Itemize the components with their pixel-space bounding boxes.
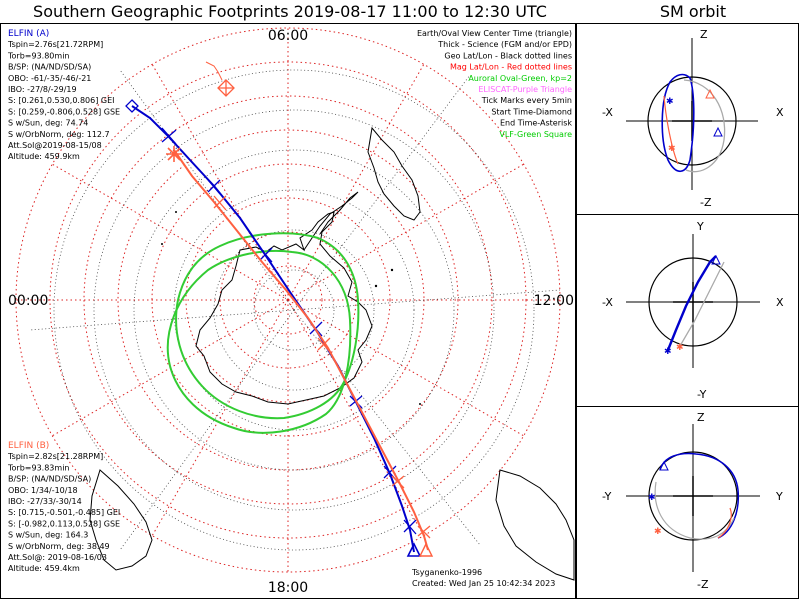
elfin_a-info-line: S w/OrbNorm, deg: 112.7 (8, 130, 110, 139)
panel-2-right: X (776, 296, 784, 309)
south-america-coastline (367, 126, 421, 221)
sm-panel-3: ✱ ✱ Z -Z -Y Y (602, 411, 783, 591)
sm-orbit-a-2 (666, 255, 717, 351)
elfin_b-info-line: Torb=93.83min (7, 463, 69, 472)
elfin_a-info-line: OBO: -61/-35/-46/-21 (8, 74, 91, 83)
svg-text:✱: ✱ (664, 347, 672, 357)
legend-item: Mag Lat/Lon - Red dotted lines (450, 63, 572, 72)
elfin-b-end-asterisk (166, 146, 182, 162)
sm-orbit-a-3 (659, 452, 740, 539)
legend-item: ELISCAT-Purple Triangle (478, 85, 572, 94)
hour-label-top: 06:00 (268, 28, 308, 44)
hour-label-right: 12:00 (534, 293, 574, 309)
elfin_b-info-line: S w/Sun, deg: 164.3 (8, 531, 88, 540)
svg-text:✱: ✱ (654, 527, 662, 537)
elfin_a-info-line: B/SP: (NA/ND/SD/SA) (8, 63, 91, 72)
legend-item: Geo Lat/Lon - Black dotted lines (444, 51, 572, 60)
figure-title: Southern Geographic Footprints 2019-08-1… (33, 2, 547, 21)
elfin_b-info-line: S: [0.715,-0.501,-0.485] GEI (8, 508, 120, 517)
panel-2-bottom: -Y (697, 388, 707, 401)
sm-orbit-a-1 (661, 73, 695, 173)
australia-coastline (495, 469, 575, 581)
elfin_b-info-line: Altitude: 459.4km (8, 564, 80, 573)
legend-item: VLF-Green Square (499, 130, 572, 139)
elfin_a-info-line: Altitude: 459.9km (8, 152, 80, 161)
svg-text:✱: ✱ (676, 343, 684, 353)
elfin_b-info-line: Att.Sol@: 2019-08-16/03 (8, 553, 107, 562)
elfin_b-info-line: OBO: 1/34/-10/18 (8, 486, 78, 495)
created-label: Created: Wed Jan 25 10:42:34 2023 (412, 579, 555, 588)
antarctica-coastline (195, 211, 373, 405)
elfin_a-info-line: IBO: -27/8/-29/19 (8, 85, 77, 94)
elfin_b-info-line: B/SP: (NA/ND/SD/SA) (8, 475, 91, 484)
elfin_a-info-line: ELFIN (A) (8, 29, 49, 39)
legend-item: Start Time-Diamond (491, 107, 572, 116)
elfin_b-info-line: S: [-0.982,0.113,0.528] GSE (8, 519, 120, 528)
elfin-a-view-triangle (406, 542, 422, 557)
elfin_b-info-line: IBO: -27/33/-30/14 (8, 497, 82, 506)
model-label: Tsyganenko-1996 (411, 568, 482, 577)
elfin_b-info-line: S w/OrbNorm, deg: 38.49 (8, 542, 110, 551)
elfin_a-info-line: S: [0.261,0.530,0.806] GEI (8, 96, 115, 105)
panel-1-left: -X (602, 106, 613, 119)
elfin-b-track (173, 149, 429, 551)
elfin_a-info-line: Att.Sol@2019-08-15/08 (8, 141, 102, 150)
africa-coastline (89, 469, 153, 571)
legend-item: Tick Marks every 5min (481, 96, 572, 105)
mag-latlon-grid (15, 27, 561, 573)
panel-1-bottom: -Z (700, 196, 712, 209)
sm-panel-1: ✱ ✱ Z -Z -X X (602, 28, 784, 209)
legend-item: End Time-Asterisk (500, 119, 572, 128)
elfin-b-track-thin (205, 61, 223, 81)
small-islands (161, 211, 421, 405)
elfin-b-start-diamond (217, 79, 235, 97)
legend-item: Thick - Science (FGM and/or EPD) (437, 40, 572, 49)
hour-label-bottom: 18:00 (268, 580, 308, 596)
hour-label-left: 00:00 (8, 293, 48, 309)
legend-item: Auroral Oval-Green, kp=2 (468, 74, 572, 83)
panel-1-right: X (776, 106, 784, 119)
sm-panel-1-frame (576, 23, 799, 215)
sm-orbit-b-1 (683, 79, 726, 173)
elfin-b-tick-marks (213, 195, 431, 539)
sm-panel-2-frame (576, 214, 799, 407)
geo-latlon-grid (29, 69, 561, 551)
elfin_a-info-line: S: [0.259,-0.806,0.528] GSE (8, 107, 120, 116)
elfin_a-info-line: Torb=93.80min (7, 51, 69, 60)
sm-panel-2: ✱ ✱ Y -Y -X X (602, 220, 784, 401)
sm-orbit-b-2 (679, 261, 725, 347)
elfin_b-info-line: ELFIN (B) (8, 441, 49, 451)
sm-panel-3-frame (576, 406, 799, 599)
elfin_a-info-line: S w/Sun, deg: 74.74 (8, 119, 88, 128)
panel-3-right: Y (775, 490, 783, 503)
legend-item: Earth/Oval View Center Time (triangle) (417, 29, 572, 38)
svg-text:✱: ✱ (648, 493, 656, 503)
legend: Earth/Oval View Center Time (triangle) Th… (417, 29, 572, 139)
elfin-b-view-triangle (418, 542, 434, 557)
svg-text:✱: ✱ (668, 144, 676, 154)
panel-1-top: Z (700, 28, 708, 41)
auroral-oval-outer (166, 249, 352, 434)
sm-orbit-title: SM orbit (660, 2, 726, 21)
elfin-b-info: ELFIN (B)Tspin=2.82s[21.28RPM] Torb=93.83… (7, 441, 120, 573)
antarctic-peninsula (303, 191, 359, 251)
panel-3-top: Z (697, 411, 705, 424)
panel-2-left: -X (602, 296, 613, 309)
panel-2-top: Y (696, 220, 704, 233)
sm-orbit-b-3 (654, 481, 735, 540)
elfin_b-info-line: Tspin=2.82s[21.28RPM] (7, 452, 103, 461)
svg-text:✱: ✱ (666, 97, 674, 107)
panel-3-bottom: -Z (697, 578, 709, 591)
elfin-a-start-diamond (125, 99, 139, 113)
elfin_a-info-line: Tspin=2.76s[21.72RPM] (7, 40, 103, 49)
panel-3-left: -Y (602, 490, 612, 503)
auroral-oval-inner (175, 232, 360, 420)
elfin-a-info: ELFIN (A)Tspin=2.76s[21.72RPM] Torb=93.80… (7, 29, 120, 161)
